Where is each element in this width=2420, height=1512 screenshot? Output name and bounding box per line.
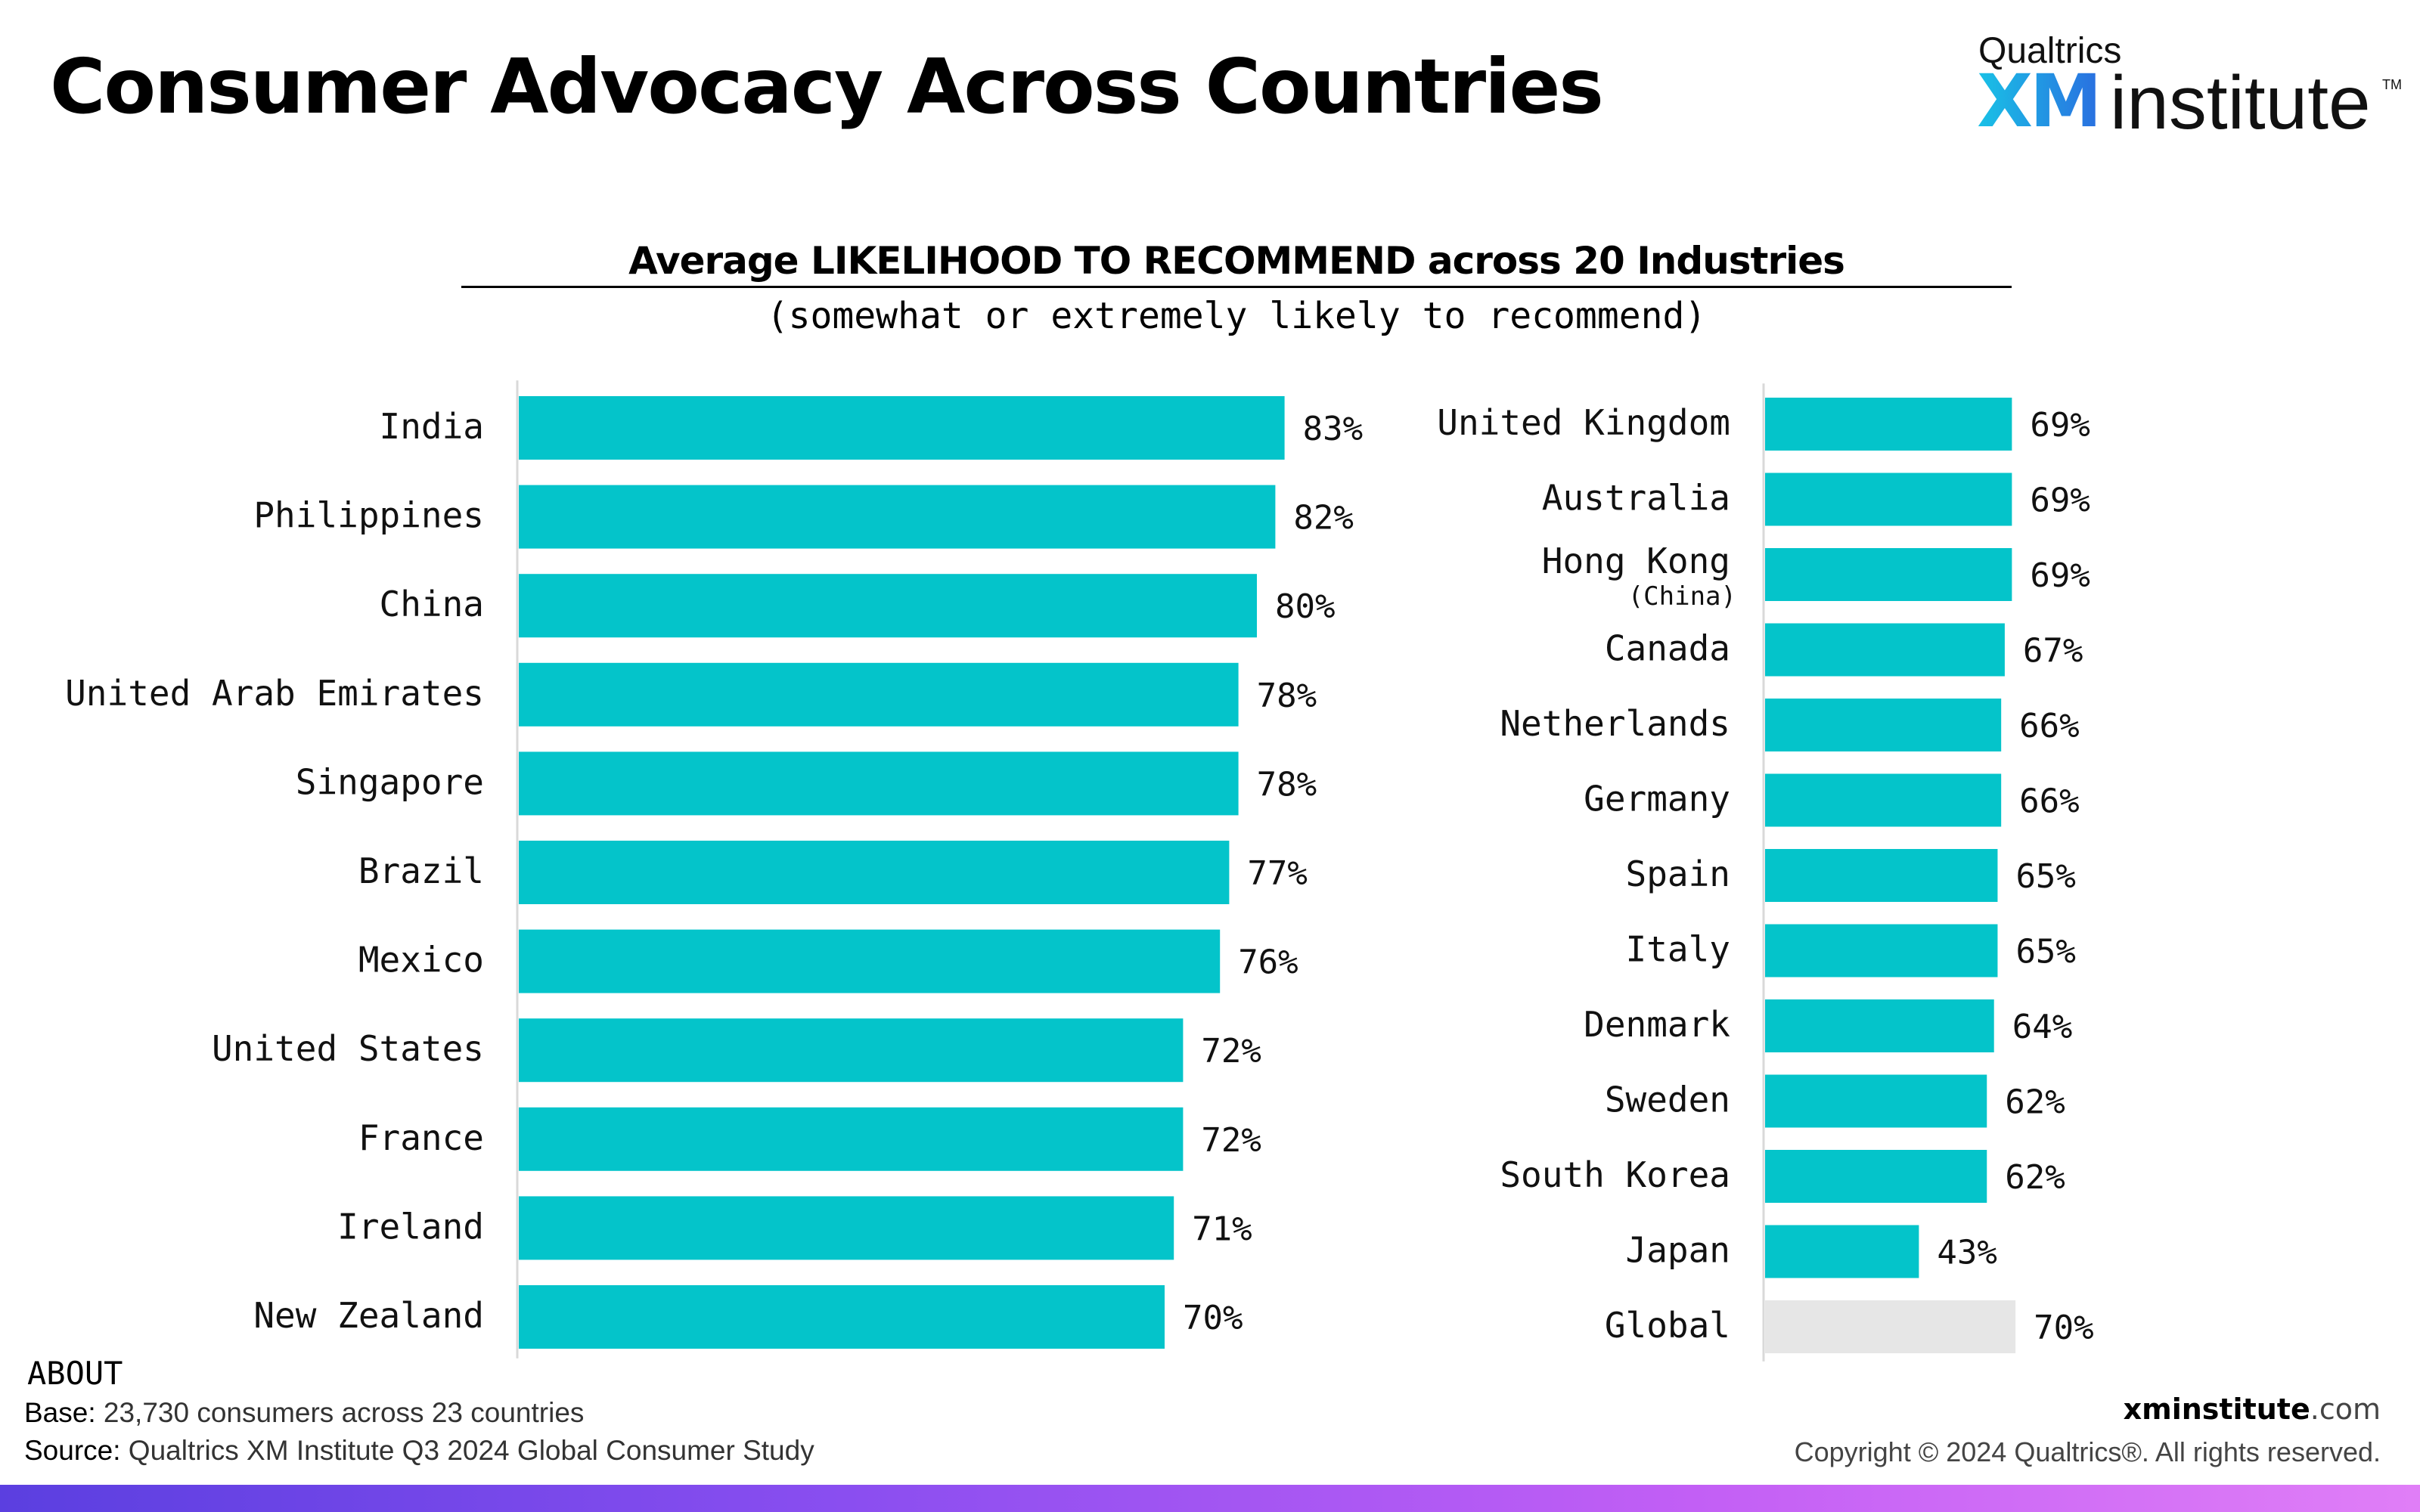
- value-label-india: 83%: [1303, 410, 1363, 448]
- base-label: Base:: [24, 1397, 96, 1428]
- bar-hong-kong: [1765, 548, 2012, 601]
- bar-singapore: [519, 751, 1239, 816]
- source-note: Source: Qualtrics XM Institute Q3 2024 G…: [24, 1435, 814, 1467]
- category-label-japan: Japan: [1626, 1230, 1730, 1271]
- about-heading: ABOUT: [27, 1355, 123, 1392]
- value-label-japan: 43%: [1937, 1234, 1996, 1272]
- value-label-ireland: 71%: [1192, 1210, 1252, 1248]
- category-label-mexico: Mexico: [358, 940, 484, 981]
- bar-mexico: [519, 929, 1221, 993]
- category-label-south-korea: South Korea: [1500, 1154, 1730, 1195]
- value-label-france: 72%: [1201, 1121, 1261, 1160]
- site-name: xminstitute: [2123, 1393, 2310, 1426]
- copyright: Copyright © 2024 Qualtrics®. All rights …: [1794, 1436, 2381, 1467]
- value-label-netherlands: 66%: [2019, 707, 2079, 745]
- value-label-brazil: 77%: [1247, 854, 1307, 893]
- bar-south-korea: [1765, 1150, 1987, 1203]
- chart-title-rule: [461, 286, 2012, 288]
- category-label-china: China: [380, 584, 484, 624]
- value-label-denmark: 64%: [2012, 1008, 2072, 1046]
- category-label-singapore: Singapore: [296, 761, 484, 802]
- value-label-germany: 66%: [2019, 782, 2079, 821]
- category-sublabel-hong-kong: (China): [1628, 581, 1736, 612]
- category-label-united-states: United States: [212, 1028, 484, 1069]
- value-label-united-arab-emirates: 78%: [1257, 677, 1317, 715]
- bar-sweden: [1765, 1074, 1987, 1128]
- category-label-france: France: [358, 1117, 484, 1158]
- logo-brand: Qualtrics: [1978, 31, 2122, 71]
- bar-netherlands: [1765, 699, 2002, 751]
- bar-united-arab-emirates: [519, 662, 1239, 727]
- bar-italy: [1765, 924, 1998, 978]
- category-label-italy: Italy: [1626, 929, 1730, 970]
- value-label-sweden: 62%: [2005, 1083, 2065, 1122]
- bar-france: [519, 1107, 1184, 1171]
- bar-united-kingdom: [1765, 398, 2012, 451]
- category-label-ireland: Ireland: [337, 1206, 484, 1247]
- value-label-mexico: 76%: [1238, 943, 1298, 982]
- source-label: Source:: [24, 1435, 121, 1466]
- category-label-brazil: Brazil: [358, 850, 484, 891]
- chart-title: Average LIKELIHOOD TO RECOMMEND across 2…: [628, 239, 1845, 283]
- category-label-netherlands: Netherlands: [1500, 703, 1730, 744]
- bar-ireland: [519, 1196, 1174, 1260]
- bar-global: [1765, 1300, 2016, 1353]
- category-label-philippines: Philippines: [253, 495, 484, 536]
- value-label-italy: 65%: [2015, 933, 2075, 971]
- bar-new-zealand: [519, 1285, 1165, 1349]
- category-label-india: India: [380, 406, 484, 447]
- source-text: Qualtrics XM Institute Q3 2024 Global Co…: [120, 1435, 814, 1466]
- logo-xm: XM: [1977, 59, 2102, 144]
- logo-trademark: TM: [2382, 77, 2402, 92]
- value-label-spain: 65%: [2015, 857, 2075, 896]
- value-label-australia: 69%: [2030, 482, 2090, 520]
- bar-united-states: [519, 1018, 1184, 1083]
- value-label-singapore: 78%: [1257, 765, 1317, 804]
- category-label-denmark: Denmark: [1584, 1004, 1730, 1045]
- website-link[interactable]: xminstitute.com: [2124, 1393, 2381, 1426]
- value-label-south-korea: 62%: [2005, 1158, 2065, 1197]
- category-label-sweden: Sweden: [1605, 1080, 1730, 1120]
- chart-subtitle: (somewhat or extremely likely to recomme…: [766, 295, 1707, 337]
- bar-spain: [1765, 849, 1998, 902]
- category-label-germany: Germany: [1584, 779, 1730, 820]
- value-label-united-kingdom: 69%: [2030, 406, 2090, 445]
- category-label-united-kingdom: United Kingdom: [1437, 402, 1730, 443]
- xm-institute-logo: Qualtrics XM institute TM: [1977, 30, 2402, 151]
- value-label-hong-kong: 69%: [2030, 556, 2090, 595]
- value-label-canada: 67%: [2023, 632, 2083, 671]
- site-tld: .com: [2310, 1393, 2381, 1426]
- bar-japan: [1765, 1225, 1919, 1278]
- bar-brazil: [519, 841, 1230, 904]
- bar-germany: [1765, 773, 2002, 827]
- category-label-new-zealand: New Zealand: [253, 1295, 484, 1336]
- category-label-global: Global: [1605, 1305, 1730, 1346]
- bar-canada: [1765, 623, 2005, 677]
- logo-product: institute: [2110, 60, 2371, 145]
- category-label-australia: Australia: [1542, 478, 1730, 519]
- value-label-new-zealand: 70%: [1183, 1299, 1243, 1337]
- bar-india: [519, 396, 1285, 460]
- base-text: 23,730 consumers across 23 countries: [95, 1397, 585, 1428]
- value-label-united-states: 72%: [1201, 1032, 1261, 1070]
- value-label-china: 80%: [1275, 587, 1335, 626]
- category-label-united-arab-emirates: United Arab Emirates: [65, 673, 484, 714]
- base-note: Base: 23,730 consumers across 23 countri…: [24, 1397, 584, 1429]
- value-label-philippines: 82%: [1293, 499, 1353, 538]
- bottom-gradient-bar: [0, 1485, 2420, 1512]
- value-label-global: 70%: [2034, 1309, 2093, 1347]
- page-title: Consumer Advocacy Across Countries: [50, 42, 1604, 131]
- category-label-canada: Canada: [1605, 628, 1730, 669]
- bar-china: [519, 574, 1257, 638]
- category-label-spain: Spain: [1626, 854, 1730, 894]
- bar-denmark: [1765, 999, 1994, 1052]
- bar-australia: [1765, 472, 2012, 526]
- bar-philippines: [519, 485, 1276, 549]
- category-label-hong-kong: Hong Kong: [1542, 541, 1730, 581]
